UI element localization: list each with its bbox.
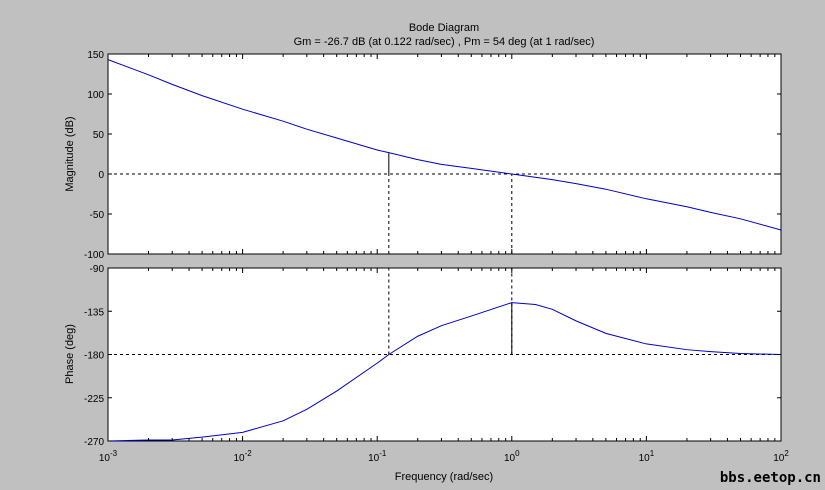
- phase-ylabel: Phase (deg): [64, 324, 76, 384]
- phase-ytick-label: -225: [84, 394, 104, 405]
- phase-reference-lines: [108, 268, 781, 355]
- magnitude-axes-box: [107, 53, 782, 255]
- chart-title: Bode Diagram: [409, 22, 479, 34]
- phase-ticks: -270 -225 -180 -135 -90 10-3 10-2 10-1 100 101 102: [84, 264, 789, 464]
- phase-ytick-label: -180: [84, 351, 104, 362]
- magnitude-series-line-0: [107, 59, 782, 231]
- magnitude-ytick-label: 100: [87, 90, 104, 101]
- frequency-xtick-label: 10-2: [233, 449, 252, 464]
- magnitude-ylabel: Magnitude (dB): [64, 116, 76, 191]
- magnitude-ticks: -100 -50 0 50 100 150: [84, 50, 782, 261]
- frequency-xtick-label: 101: [639, 449, 655, 464]
- magnitude-plot: -100 -50 0 50 100 150 Magnitude (dB): [64, 50, 782, 261]
- phase-ytick-label: -90: [90, 264, 105, 275]
- frequency-xtick-label: 10-3: [99, 449, 118, 464]
- frequency-xtick-label: 102: [773, 449, 789, 464]
- magnitude-curve: [107, 59, 782, 231]
- magnitude-reference-lines: [108, 152, 781, 254]
- magnitude-ytick-label: -100: [84, 250, 104, 261]
- chart-subtitle: Gm = -26.7 dB (at 0.122 rad/sec) , Pm = …: [294, 36, 595, 48]
- magnitude-ytick-label: -50: [90, 210, 105, 221]
- frequency-xtick-label: 10-1: [368, 449, 387, 464]
- magnitude-ytick-label: 0: [98, 170, 104, 181]
- frequency-xtick-label: 100: [504, 449, 520, 464]
- magnitude-ytick-label: 150: [87, 50, 104, 61]
- magnitude-ytick-label: 50: [93, 130, 105, 141]
- phase-ytick-label: -135: [84, 307, 104, 318]
- phase-series-line-0: [107, 302, 782, 442]
- watermark-text: bbs.eetop.cn: [719, 470, 821, 486]
- phase-curve: [107, 302, 782, 442]
- phase-plot: -270 -225 -180 -135 -90 10-3 10-2 10-1 100 101 102…: [64, 264, 789, 483]
- frequency-xlabel: Frequency (rad/sec): [395, 471, 493, 483]
- phase-ytick-label: -270: [84, 437, 104, 448]
